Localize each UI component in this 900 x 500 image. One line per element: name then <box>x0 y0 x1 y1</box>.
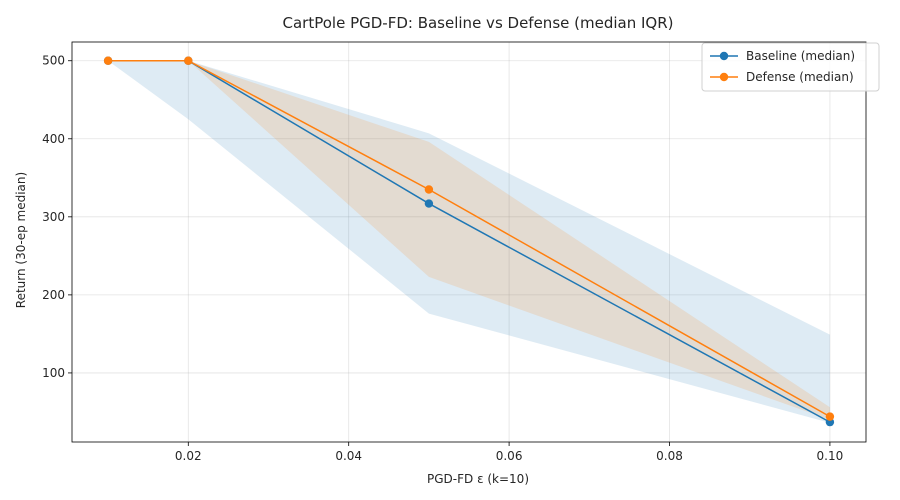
defense-point <box>825 412 835 421</box>
x-tick-label: 0.08 <box>656 449 683 463</box>
series-points <box>103 56 835 427</box>
defense-iqr-band <box>108 60 830 420</box>
y-tick-label: 400 <box>42 132 65 146</box>
defense-point <box>424 185 434 194</box>
defense-point <box>184 56 193 65</box>
plot-frame <box>71 41 867 443</box>
baseline-point <box>424 199 434 208</box>
y-tick-label: 300 <box>42 210 65 224</box>
iqr-bands <box>108 60 830 423</box>
chart-title: CartPole PGD-FD: Baseline vs Defense (me… <box>283 14 674 32</box>
baseline-legend-marker <box>719 51 729 61</box>
x-tick-label: 0.06 <box>496 449 523 463</box>
series-lines <box>108 59 831 423</box>
defense-legend-label: Defense (median) <box>746 70 854 84</box>
x-tick-label: 0.04 <box>335 449 362 463</box>
defense-point <box>103 56 113 65</box>
baseline-iqr-band <box>108 60 830 423</box>
x-tick-label: 0.02 <box>175 449 202 463</box>
y-tick-label: 200 <box>42 288 65 302</box>
x-axis-title: PGD-FD ε (k=10) <box>427 472 529 486</box>
baseline-legend-label: Baseline (median) <box>746 49 855 63</box>
legend: Baseline (median) Defense (median) <box>701 42 880 92</box>
defense-legend-marker <box>719 72 729 82</box>
y-tick-label: 100 <box>42 366 65 380</box>
x-tick-label: 0.10 <box>817 449 844 463</box>
axis-ticks: 0.02 0.04 0.06 0.08 0.10 100 200 300 400 500 <box>42 54 843 463</box>
legend-box <box>701 42 880 92</box>
y-axis-title: Return (30-ep median) <box>14 172 28 308</box>
defense-median-line <box>108 59 831 418</box>
y-tick-label: 500 <box>42 54 65 68</box>
